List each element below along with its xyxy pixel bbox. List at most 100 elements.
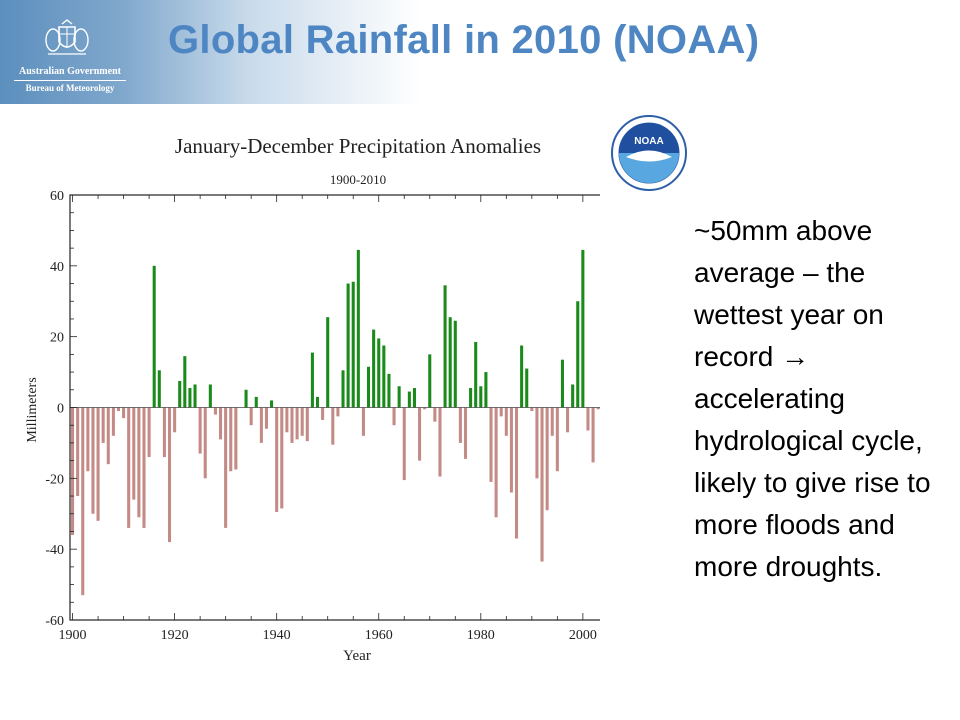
x-tick-label: 1960 <box>365 628 393 643</box>
bar-2003 <box>596 407 600 410</box>
logo-line-bureau: Bureau of Meteorology <box>25 83 115 93</box>
bar-1910 <box>122 407 126 419</box>
bar-1961 <box>382 345 386 408</box>
bar-1988 <box>520 345 524 408</box>
bar-1966 <box>407 391 411 408</box>
bar-1971 <box>433 407 437 422</box>
bar-1938 <box>264 407 268 429</box>
logo-line-government: Australian Government <box>19 66 121 77</box>
bar-1952 <box>336 407 340 417</box>
bar-1920 <box>173 407 177 433</box>
bar-1969 <box>423 407 427 410</box>
bar-1986 <box>509 407 513 493</box>
bar-1977 <box>463 407 468 459</box>
bar-1903 <box>86 407 90 472</box>
bar-1949 <box>321 407 325 420</box>
x-tick-label: 1980 <box>467 628 495 643</box>
bar-1944 <box>295 407 299 440</box>
bar-1914 <box>142 407 146 528</box>
bar-1917 <box>157 370 161 408</box>
bar-1922 <box>183 356 187 408</box>
bar-1997 <box>566 407 570 433</box>
y-tick-label: 0 <box>57 402 64 417</box>
slide-title: Global Rainfall in 2010 (NOAA) <box>168 18 760 62</box>
bar-1925 <box>198 407 202 454</box>
bar-1973 <box>443 285 447 408</box>
bar-1955 <box>351 281 355 408</box>
bar-1978 <box>469 388 473 408</box>
bar-1982 <box>489 407 493 482</box>
bar-1964 <box>397 386 401 408</box>
bar-1904 <box>91 407 95 514</box>
bar-1945 <box>300 407 304 436</box>
bar-1990 <box>530 407 534 412</box>
bar-1993 <box>545 407 549 511</box>
bar-1987 <box>514 407 519 539</box>
bar-1924 <box>193 384 197 408</box>
bar-1937 <box>259 407 263 443</box>
noaa-logo-text: NOAA <box>634 136 663 147</box>
bar-1906 <box>101 407 105 443</box>
bar-1936 <box>254 396 258 408</box>
bar-1991 <box>535 407 539 479</box>
y-tick-label: 40 <box>50 260 64 275</box>
bar-1994 <box>550 407 554 436</box>
bar-1960 <box>377 338 381 408</box>
bar-1946 <box>305 407 309 442</box>
bar-1943 <box>290 407 294 443</box>
bar-1984 <box>499 407 503 417</box>
y-tick-label: -40 <box>45 543 64 558</box>
bar-1929 <box>219 407 223 440</box>
bar-1919 <box>167 407 172 543</box>
chart-title: January-December Precipitation Anomalies <box>175 134 541 158</box>
bar-1956 <box>356 249 360 408</box>
y-axis-label: Millimeters <box>25 377 40 442</box>
bar-1931 <box>229 407 233 472</box>
government-logo: Australian Government Bureau of Meteorol… <box>0 0 140 104</box>
tick-labels: -60 -40 -20 0 20 40 60 1900 1920 1940 1960 1980 2000 <box>45 189 597 643</box>
bar-1905 <box>96 407 100 521</box>
bar-1980 <box>479 386 483 408</box>
bar-1923 <box>188 388 192 408</box>
bar-series <box>71 249 600 596</box>
bar-1911 <box>127 407 131 528</box>
bar-1957 <box>361 407 365 436</box>
bar-1934 <box>244 389 248 408</box>
bar-1951 <box>331 407 335 445</box>
logo-divider <box>14 80 126 81</box>
bar-1995 <box>555 407 559 472</box>
bar-1915 <box>147 407 151 458</box>
x-tick-label: 2000 <box>569 628 597 643</box>
bar-1968 <box>418 407 422 461</box>
bar-1976 <box>458 407 462 443</box>
bar-1950 <box>326 317 330 408</box>
bar-1926 <box>203 407 207 479</box>
y-tick-label: -60 <box>45 614 64 629</box>
bar-1908 <box>111 407 115 436</box>
bar-1959 <box>372 329 376 408</box>
bar-1948 <box>315 396 320 408</box>
bar-1939 <box>270 400 274 408</box>
bar-1989 <box>525 368 529 408</box>
bar-1962 <box>387 373 391 408</box>
bar-1985 <box>504 407 508 436</box>
bar-1974 <box>448 317 452 408</box>
bar-1972 <box>438 407 442 477</box>
bar-1975 <box>453 320 457 408</box>
coat-of-arms-icon <box>45 19 89 55</box>
bar-1967 <box>412 388 416 408</box>
bar-1932 <box>234 407 238 470</box>
bar-1907 <box>106 407 110 465</box>
bar-1918 <box>162 407 166 458</box>
bar-1981 <box>484 372 488 408</box>
bar-1921 <box>178 380 182 408</box>
noaa-logo: NOAA <box>611 115 687 191</box>
x-axis-label: Year <box>343 648 371 664</box>
bar-1928 <box>213 407 217 415</box>
y-tick-label: 60 <box>50 189 64 204</box>
bar-1983 <box>494 407 498 518</box>
header-band <box>0 0 960 104</box>
bar-2002 <box>591 407 595 463</box>
x-tick-label: 1900 <box>59 628 87 643</box>
y-tick-label: -20 <box>45 472 64 487</box>
